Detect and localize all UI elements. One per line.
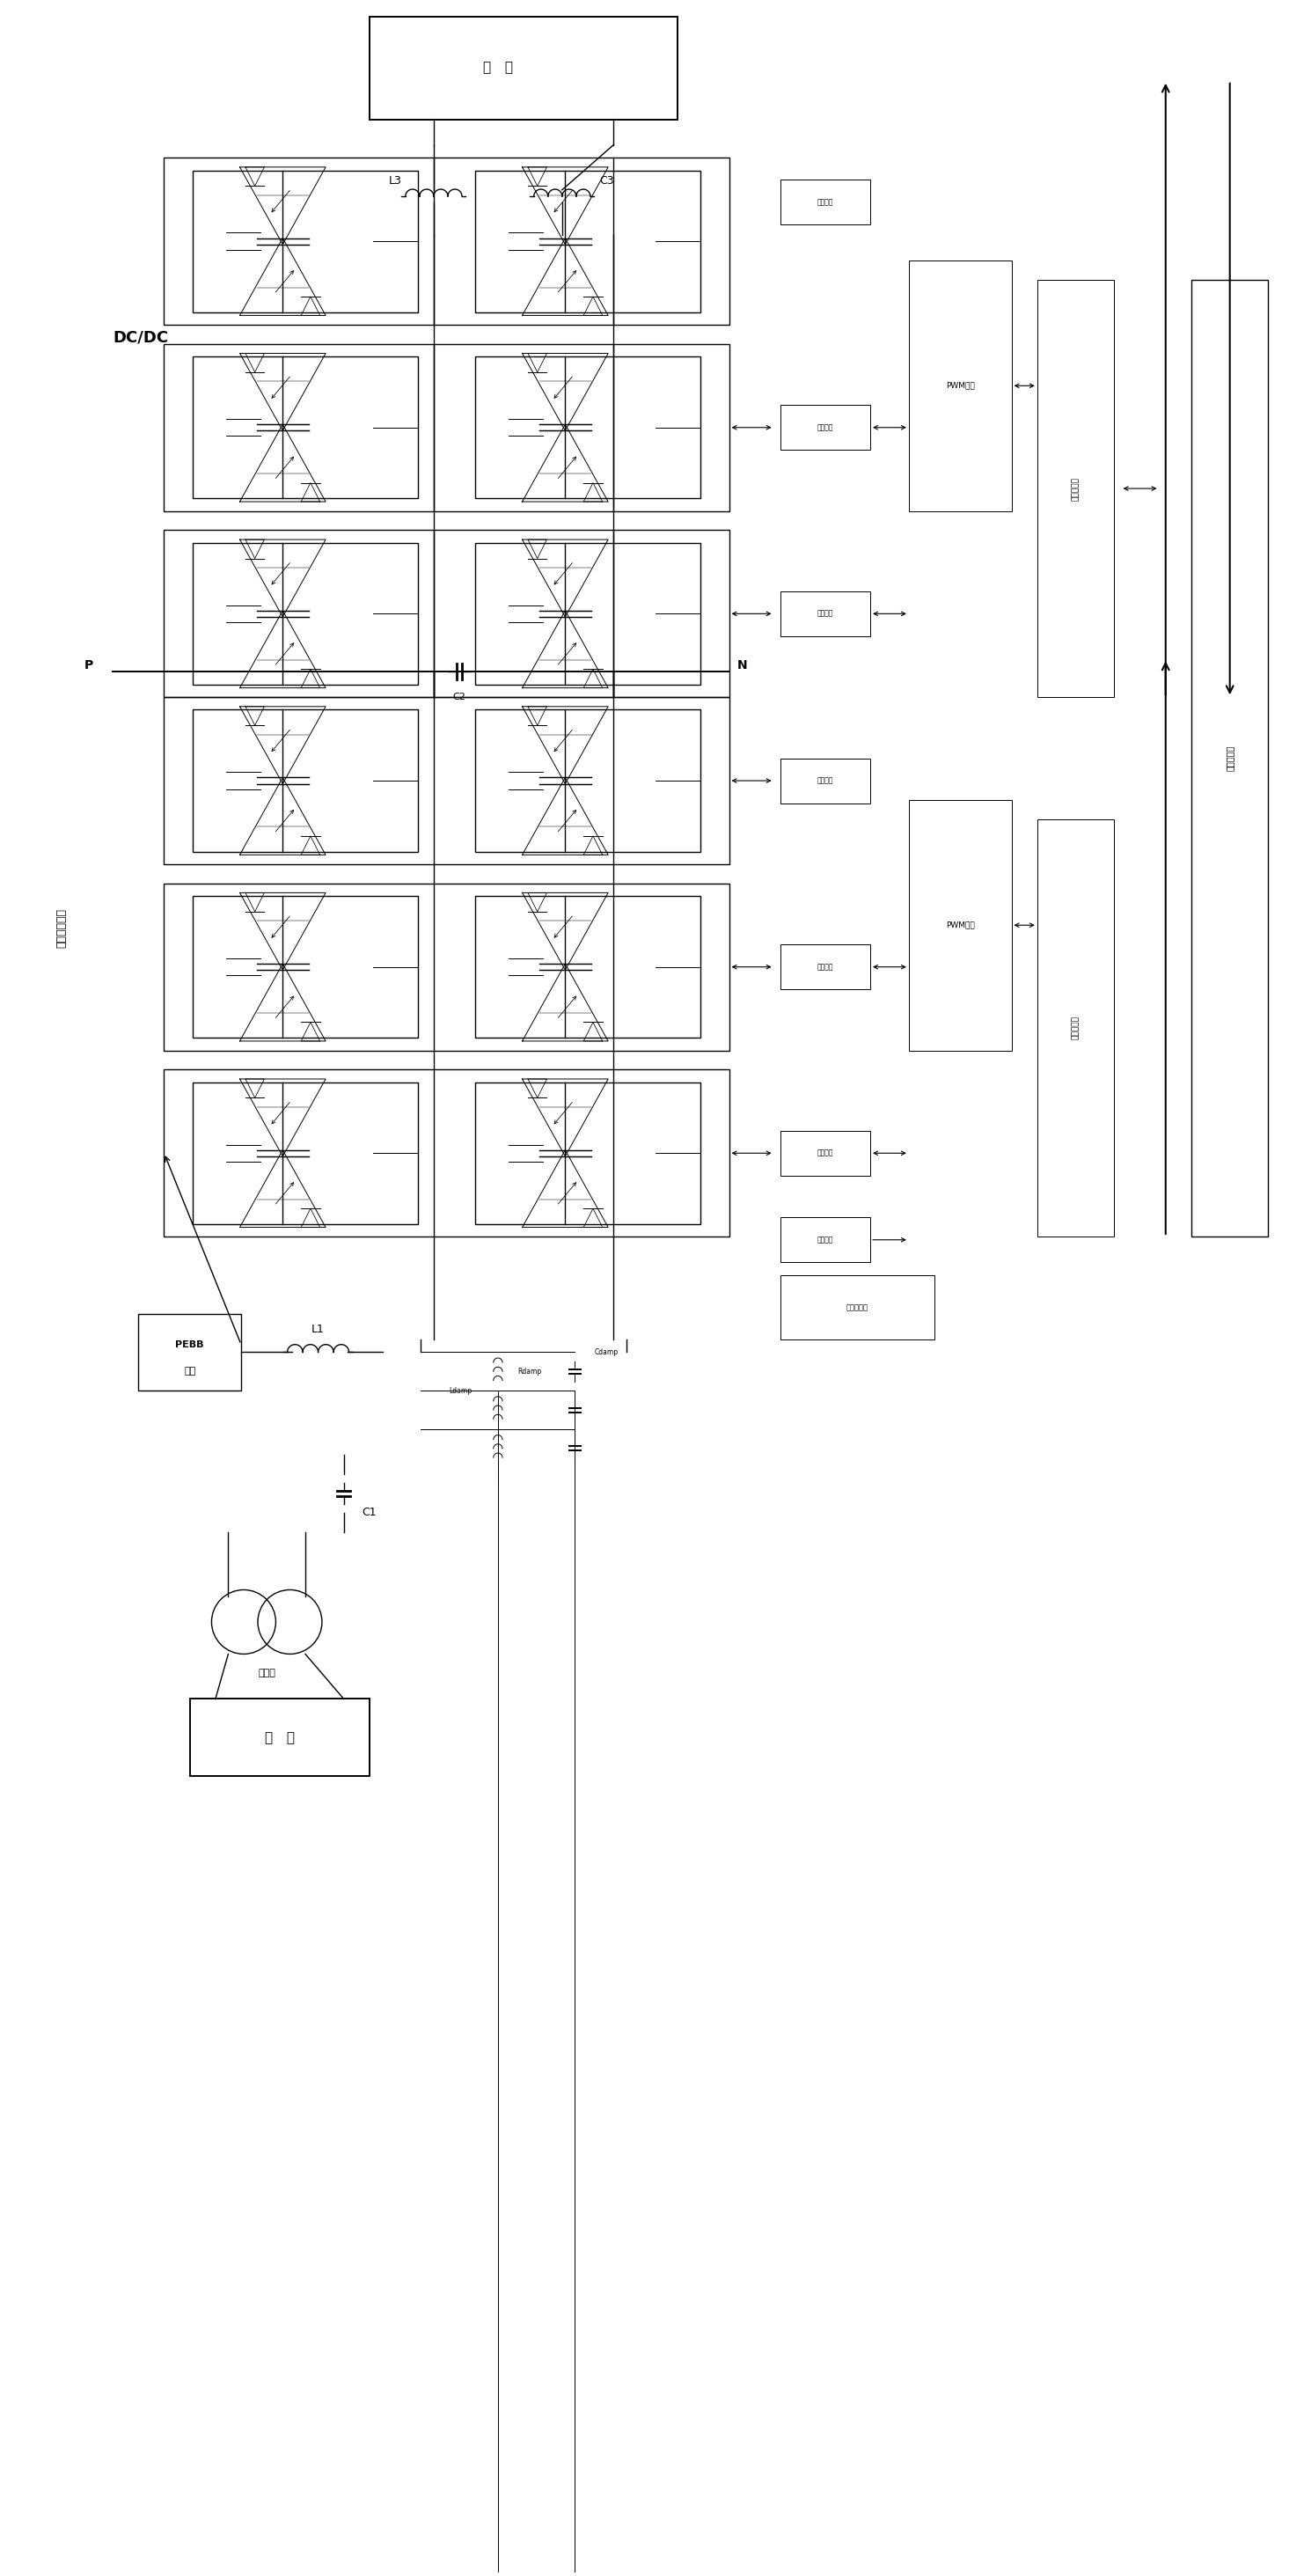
Text: P: P: [85, 659, 94, 672]
Text: 信号采样: 信号采样: [818, 1236, 833, 1244]
Bar: [164, 345, 729, 510]
Text: C1: C1: [363, 1507, 377, 1517]
Bar: [475, 544, 700, 685]
Bar: [475, 896, 700, 1038]
Text: L3: L3: [389, 175, 402, 185]
Bar: [475, 170, 700, 312]
Bar: [192, 1082, 419, 1224]
Bar: [164, 698, 729, 863]
Bar: [164, 1069, 729, 1236]
Bar: [192, 896, 419, 1038]
Bar: [780, 1275, 935, 1340]
Text: 硬件管理器: 硬件管理器: [846, 1303, 868, 1311]
Text: 信号采样: 信号采样: [818, 198, 833, 206]
Text: N: N: [737, 659, 747, 672]
Text: PEBB: PEBB: [176, 1340, 203, 1350]
Text: 变压器: 变压器: [258, 1669, 275, 1677]
Bar: [192, 355, 419, 500]
Bar: [1037, 819, 1114, 1236]
Bar: [192, 711, 419, 853]
Bar: [1192, 281, 1269, 1236]
Text: DC/DC: DC/DC: [112, 330, 168, 345]
Bar: [164, 884, 729, 1051]
Text: 脉冲产生: 脉冲产生: [818, 1149, 833, 1157]
Text: 系统管理器: 系统管理器: [1226, 744, 1234, 770]
Bar: [164, 531, 729, 698]
Bar: [475, 1082, 700, 1224]
Bar: [475, 711, 700, 853]
Bar: [190, 1700, 369, 1775]
Text: 应用管理器: 应用管理器: [1072, 1015, 1080, 1041]
Text: L1: L1: [312, 1324, 325, 1334]
Bar: [192, 544, 419, 685]
Text: Cdamp: Cdamp: [595, 1347, 618, 1355]
Text: Ldamp: Ldamp: [450, 1386, 472, 1394]
Bar: [780, 592, 870, 636]
Text: C2: C2: [452, 693, 466, 701]
Text: C3: C3: [600, 175, 614, 185]
Text: 脉冲产生: 脉冲产生: [818, 422, 833, 430]
Bar: [1037, 281, 1114, 698]
Bar: [138, 1314, 241, 1391]
Bar: [909, 801, 1012, 1051]
Bar: [164, 157, 729, 325]
Text: 应用管理器: 应用管理器: [1072, 477, 1080, 500]
Text: 电   池: 电 池: [482, 62, 512, 75]
Bar: [780, 945, 870, 989]
Bar: [192, 170, 419, 312]
Text: 信号采样: 信号采样: [818, 778, 833, 786]
Text: 模块: 模块: [184, 1368, 196, 1376]
Text: 电   网: 电 网: [265, 1731, 295, 1744]
Text: Rdamp: Rdamp: [518, 1368, 541, 1376]
Bar: [780, 404, 870, 451]
Text: 双向有源整流: 双向有源整流: [56, 909, 67, 948]
Text: PWM调制: PWM调制: [945, 381, 974, 389]
Text: 脉冲产生: 脉冲产生: [818, 611, 833, 618]
Bar: [475, 355, 700, 500]
Bar: [780, 180, 870, 224]
Bar: [369, 15, 678, 118]
Bar: [780, 1131, 870, 1175]
Text: PWM调制: PWM调制: [945, 922, 974, 930]
Text: 脉冲产生: 脉冲产生: [818, 963, 833, 971]
Bar: [780, 1218, 870, 1262]
Bar: [909, 260, 1012, 510]
Bar: [780, 757, 870, 804]
